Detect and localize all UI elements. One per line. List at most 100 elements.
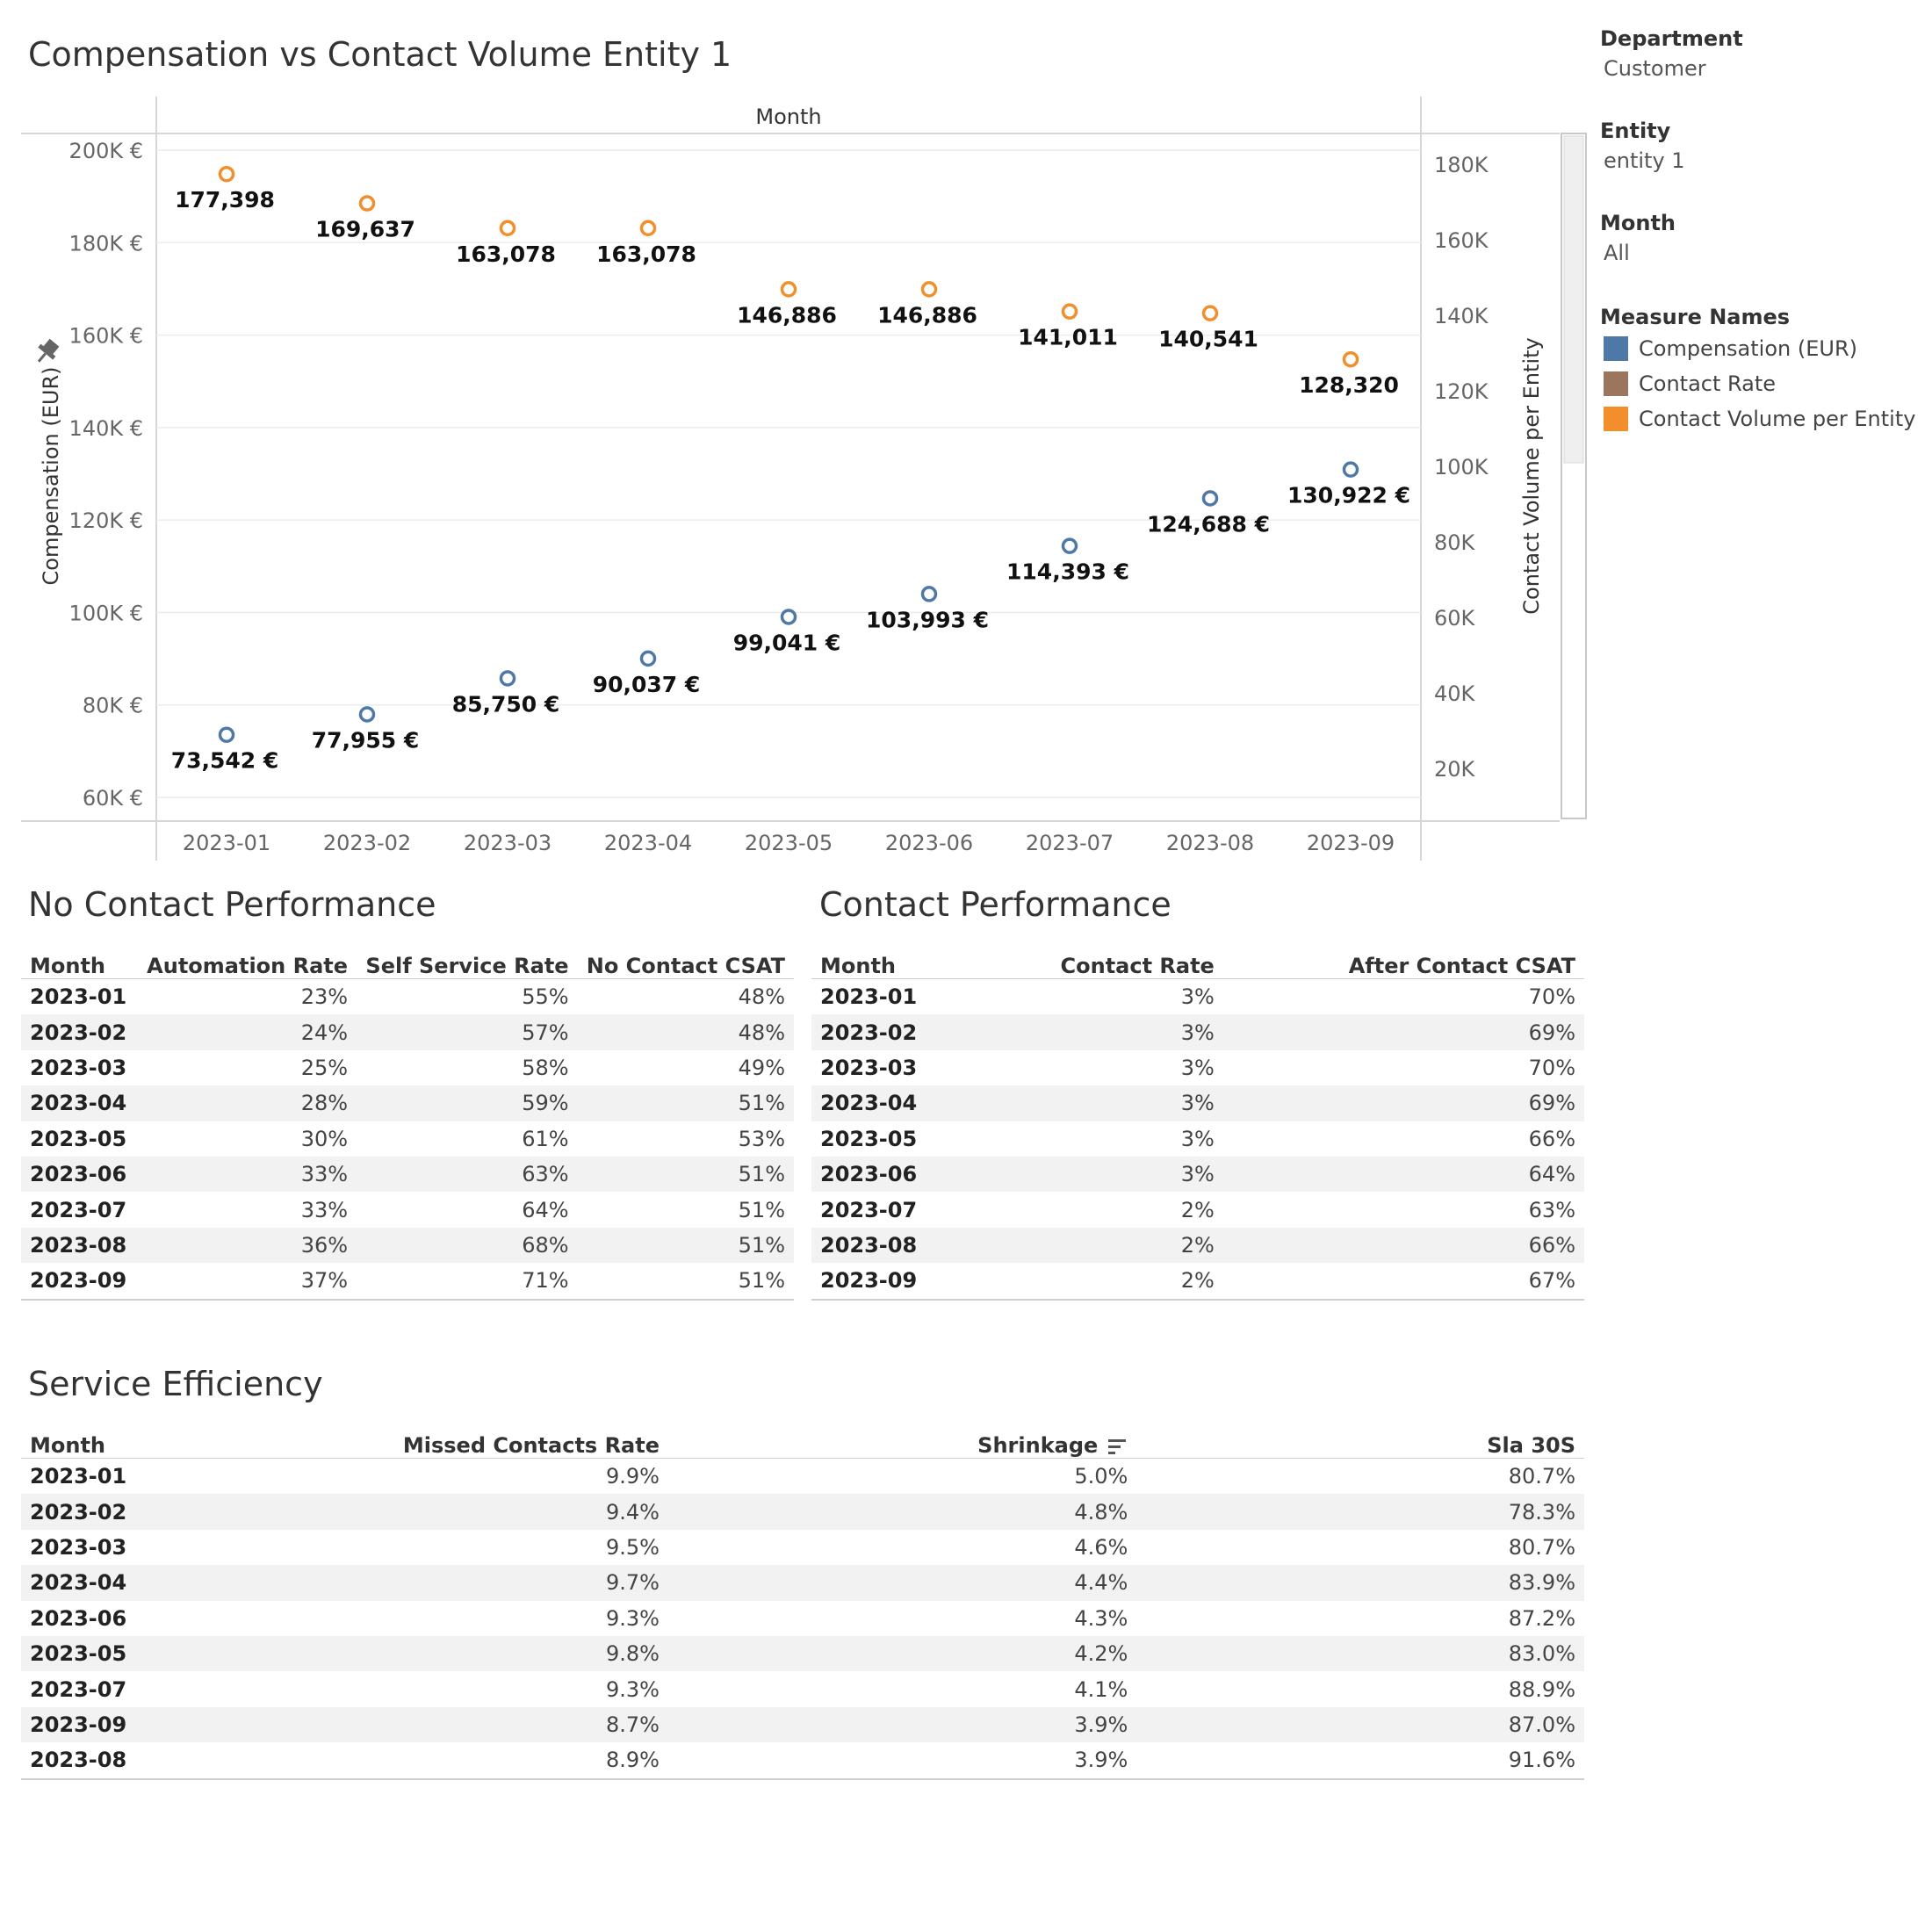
row-month-cell: 2023-07 xyxy=(30,1197,127,1222)
table-row[interactable]: 2023-02 3% 69% xyxy=(811,1014,1584,1050)
table-row[interactable]: 2023-07 9.3% 4.1% 88.9% xyxy=(21,1671,1584,1706)
month-filter-label: Month xyxy=(1600,211,1676,235)
sort-descending-icon[interactable] xyxy=(1107,1437,1128,1456)
x-tick-label: 2023-04 xyxy=(604,831,692,855)
row-month-cell: 2023-06 xyxy=(30,1605,127,1631)
row-month-cell: 2023-02 xyxy=(21,1494,177,1530)
vertical-scrollbar-thumb[interactable] xyxy=(1563,135,1584,464)
table-row[interactable]: 2023-08 2% 66% xyxy=(811,1227,1584,1264)
row-month-cell: 2023-05 xyxy=(21,1635,177,1672)
table-row[interactable]: 2023-07 2% 63% xyxy=(811,1192,1584,1227)
data-label: 141,011 xyxy=(1018,325,1118,350)
data-label: 90,037 € xyxy=(593,672,701,697)
column-header-no-contact-csat[interactable]: No Contact CSAT xyxy=(577,945,794,979)
table-row[interactable]: 2023-01 3% 70% xyxy=(811,979,1584,1015)
no-contact-performance-title: No Contact Performance xyxy=(28,885,436,924)
data-label: 163,078 xyxy=(456,242,556,267)
row-month-cell: 2023-04 xyxy=(811,1085,962,1121)
table-row[interactable]: 2023-04 3% 69% xyxy=(811,1085,1584,1121)
column-header-sla-30s[interactable]: Sla 30S xyxy=(1136,1424,1584,1459)
legend-title: Measure Names xyxy=(1600,305,1791,329)
row-month-cell: 2023-05 xyxy=(30,1126,127,1151)
column-header-self-service-rate[interactable]: Self Service Rate xyxy=(357,945,578,979)
data-point xyxy=(1201,490,1219,507)
row-month-cell: 2023-09 xyxy=(21,1263,138,1301)
column-header-contact-rate[interactable]: Contact Rate xyxy=(962,945,1223,979)
column-header-shrinkage[interactable]: Shrinkage xyxy=(668,1424,1137,1459)
data-point xyxy=(358,706,376,723)
column-header-month[interactable]: Month xyxy=(21,1424,177,1459)
table-row[interactable]: 2023-06 9.3% 4.3% 87.2% xyxy=(21,1601,1584,1636)
table-row[interactable]: 2023-03 3% 70% xyxy=(811,1050,1584,1085)
row-month-cell: 2023-02 xyxy=(21,1014,138,1050)
table-row[interactable]: 2023-02 9.4% 4.8% 78.3% xyxy=(21,1494,1584,1530)
table-cell: 49% xyxy=(738,1055,785,1080)
chart-title: Compensation vs Contact Volume Entity 1 xyxy=(28,35,732,74)
y-left-tick-label: 60K € xyxy=(83,786,143,811)
data-label: 128,320 xyxy=(1299,372,1399,398)
table-cell: 24% xyxy=(137,1014,357,1050)
pin-icon[interactable] xyxy=(32,336,62,368)
table-row[interactable]: 2023-03 9.5% 4.6% 80.7% xyxy=(21,1530,1584,1565)
table-cell: 59% xyxy=(357,1085,578,1121)
table-row[interactable]: 2023-05 9.8% 4.2% 83.0% xyxy=(21,1635,1584,1672)
y-left-tick-label: 120K € xyxy=(69,508,143,533)
table-cell: 69% xyxy=(1222,1014,1584,1050)
row-month-cell: 2023-03 xyxy=(820,1055,918,1080)
legend-item-contact-volume[interactable]: Contact Volume per Entity xyxy=(1604,405,1915,433)
entity-filter-value[interactable]: entity 1 xyxy=(1604,148,1685,173)
table-row[interactable]: 2023-06 33% 63% 51% xyxy=(21,1156,794,1193)
table-row[interactable]: 2023-08 36% 68% 51% xyxy=(21,1227,794,1264)
column-header-month[interactable]: Month xyxy=(811,945,962,979)
table-row[interactable]: 2023-05 3% 66% xyxy=(811,1121,1584,1157)
table-row[interactable]: 2023-09 8.7% 3.9% 87.0% xyxy=(21,1706,1584,1743)
table-row[interactable]: 2023-02 24% 57% 48% xyxy=(21,1014,794,1050)
table-cell: 23% xyxy=(300,984,349,1010)
table-row[interactable]: 2023-06 3% 64% xyxy=(811,1156,1584,1193)
table-cell: 9.8% xyxy=(176,1635,668,1672)
row-month-cell: 2023-07 xyxy=(30,1676,127,1702)
table-cell: 4.6% xyxy=(1074,1534,1128,1560)
column-header-month[interactable]: Month xyxy=(21,945,138,979)
table-row[interactable]: 2023-04 28% 59% 51% xyxy=(21,1085,794,1121)
x-tick-label: 2023-06 xyxy=(885,831,973,855)
legend-swatch xyxy=(1604,336,1628,361)
data-label: 130,922 € xyxy=(1287,483,1410,508)
table-row[interactable]: 2023-09 37% 71% 51% xyxy=(21,1263,794,1301)
table-cell: 30% xyxy=(300,1126,349,1151)
data-point xyxy=(920,586,938,602)
y-right-tick-label: 20K xyxy=(1434,757,1476,782)
table-row[interactable]: 2023-05 30% 61% 53% xyxy=(21,1121,794,1157)
table-row[interactable]: 2023-04 9.7% 4.4% 83.9% xyxy=(21,1565,1584,1601)
x-tick-label: 2023-01 xyxy=(183,831,270,855)
row-month-cell: 2023-09 xyxy=(21,1706,177,1743)
department-filter-value[interactable]: Customer xyxy=(1604,56,1706,81)
data-point xyxy=(499,220,516,237)
right-axis-title: Contact Volume per Entity xyxy=(1519,337,1544,614)
service-efficiency-table: Month Missed Contacts Rate Shrinkage Sla… xyxy=(21,1424,1584,1780)
data-label: 85,750 € xyxy=(452,691,560,717)
table-row[interactable]: 2023-08 8.9% 3.9% 91.6% xyxy=(21,1742,1584,1780)
table-row[interactable]: 2023-03 25% 58% 49% xyxy=(21,1050,794,1085)
month-filter-value[interactable]: All xyxy=(1604,241,1630,265)
legend-item-compensation[interactable]: Compensation (EUR) xyxy=(1604,335,1857,363)
row-month-cell: 2023-08 xyxy=(21,1227,138,1264)
y-right-tick-label: 40K xyxy=(1434,681,1476,706)
table-row[interactable]: 2023-01 9.9% 5.0% 80.7% xyxy=(21,1459,1584,1495)
table-cell: 69% xyxy=(1222,1085,1584,1121)
column-header-automation-rate[interactable]: Automation Rate xyxy=(137,945,357,979)
table-row[interactable]: 2023-01 23% 55% 48% xyxy=(21,979,794,1015)
service-efficiency-title: Service Efficiency xyxy=(28,1365,323,1403)
column-header-missed-contacts-rate[interactable]: Missed Contacts Rate xyxy=(176,1424,668,1459)
table-cell: 9.3% xyxy=(606,1605,660,1631)
row-month-cell: 2023-03 xyxy=(30,1534,127,1560)
data-point xyxy=(1061,537,1078,554)
row-month-cell: 2023-05 xyxy=(820,1126,918,1151)
table-row[interactable]: 2023-09 2% 67% xyxy=(811,1263,1584,1301)
column-header-after-contact-csat[interactable]: After Contact CSAT xyxy=(1222,945,1584,979)
legend-item-contact-rate[interactable]: Contact Rate xyxy=(1604,370,1776,398)
table-cell: 63% xyxy=(1528,1197,1575,1222)
table-row[interactable]: 2023-07 33% 64% 51% xyxy=(21,1192,794,1227)
x-tick-label: 2023-03 xyxy=(464,831,551,855)
table-cell: 58% xyxy=(522,1055,569,1080)
